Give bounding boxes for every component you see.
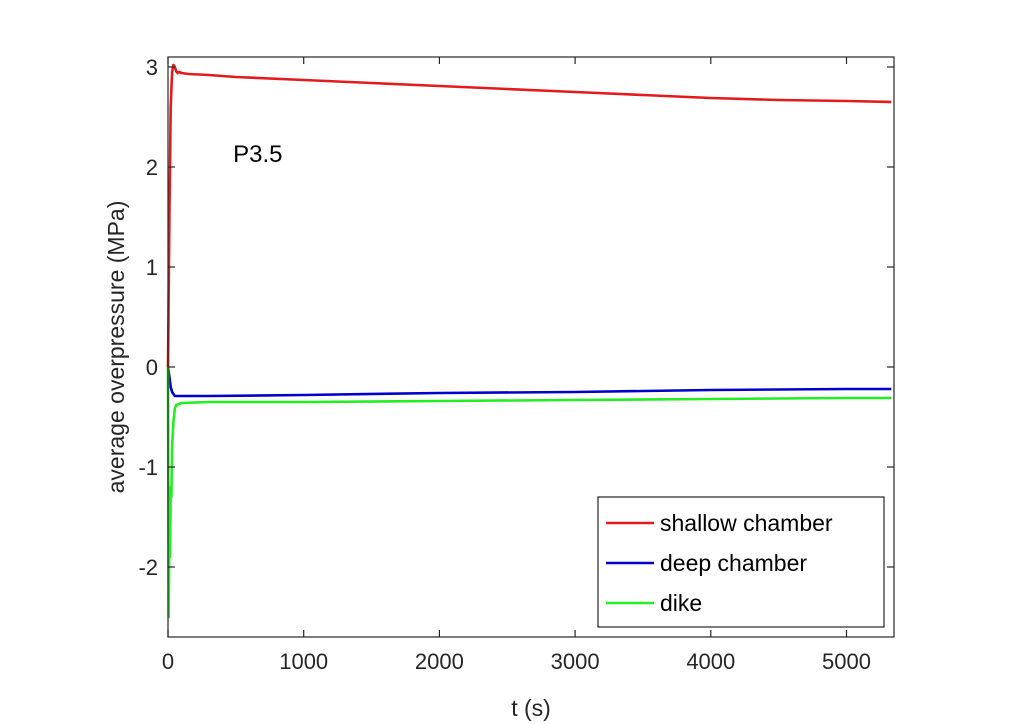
legend-label-1: deep chamber bbox=[660, 550, 807, 576]
y-tick-label: 3 bbox=[146, 55, 158, 80]
legend-label-2: dike bbox=[660, 590, 702, 616]
legend: shallow chamber deep chamber dike bbox=[597, 496, 885, 628]
y-tick-label: 2 bbox=[146, 155, 158, 180]
annotation-label: P3.5 bbox=[233, 141, 282, 168]
y-tick-label: 0 bbox=[146, 355, 158, 380]
x-tick-label: 2000 bbox=[415, 649, 464, 674]
x-tick-label: 1000 bbox=[279, 649, 328, 674]
ticks-layer: 0 1000 2000 3000 4000 5000 -2 -1 0 1 2 3 bbox=[138, 55, 894, 674]
series-line-1 bbox=[166, 366, 892, 398]
y-tick-label: 1 bbox=[146, 255, 158, 280]
y-tick-label: -2 bbox=[138, 555, 158, 580]
legend-label-0: shallow chamber bbox=[660, 510, 833, 536]
x-axis-label: t (s) bbox=[511, 695, 551, 721]
series-line-2 bbox=[166, 366, 892, 619]
axes-box bbox=[167, 56, 895, 638]
x-tick-label: 3000 bbox=[551, 649, 600, 674]
x-tick-label: 0 bbox=[162, 649, 174, 674]
x-tick-label: 5000 bbox=[822, 649, 871, 674]
y-tick-label: -1 bbox=[138, 455, 158, 480]
x-tick-label: 4000 bbox=[686, 649, 735, 674]
y-axis-label: average overpressure (MPa) bbox=[103, 201, 129, 494]
